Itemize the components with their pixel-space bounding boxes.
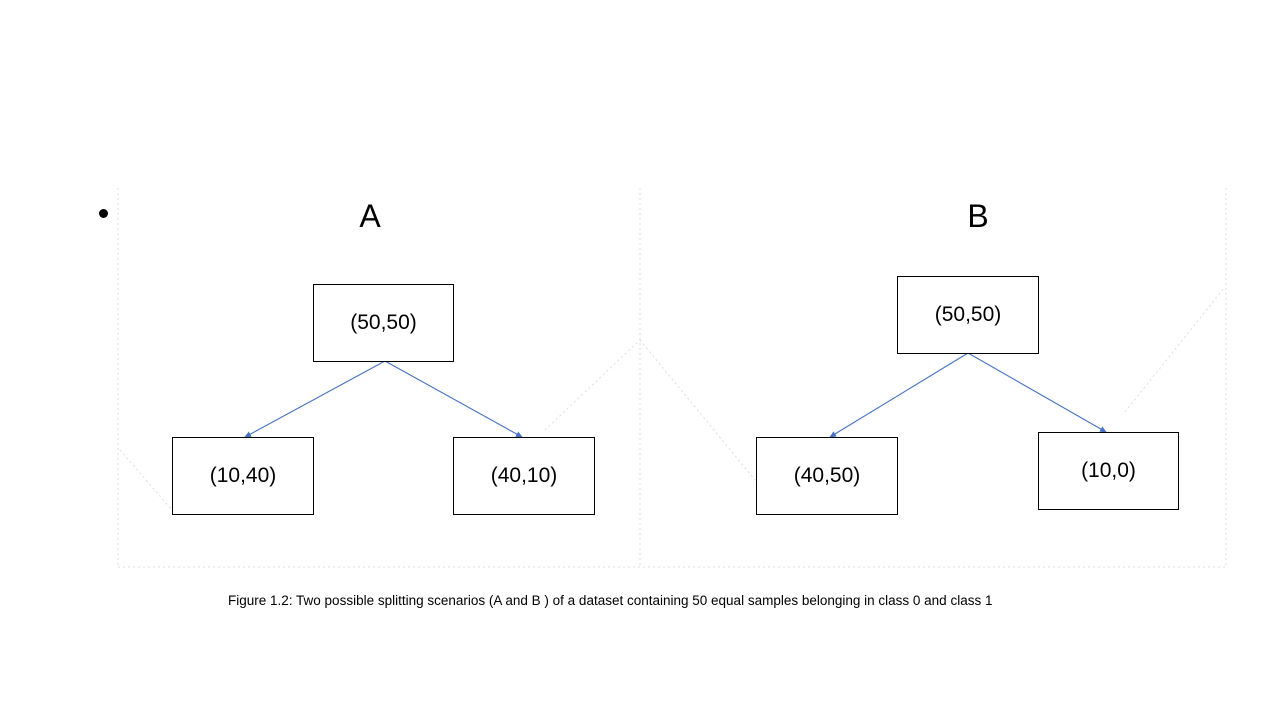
- panel-a-root-node: (50,50): [313, 284, 454, 362]
- edge-a-left: [244, 360, 386, 438]
- frame-guide-3: [639, 339, 756, 481]
- frame-guide-1: [119, 449, 173, 511]
- frame-guide-2: [544, 339, 641, 431]
- figure-caption: Figure 1.2: Two possible splitting scena…: [228, 593, 993, 608]
- panel-b-left-node: (40,50): [756, 437, 898, 515]
- edge-b-right: [967, 352, 1107, 433]
- panel-b-right-node: (10,0): [1038, 432, 1179, 510]
- panel-a-right-node: (40,10): [453, 437, 595, 515]
- frame-guide-4: [1124, 287, 1225, 413]
- bullet-dot: [99, 209, 108, 218]
- panel-b-title: B: [967, 198, 989, 234]
- edge-b-left: [829, 352, 969, 438]
- panel-a-left-node: (10,40): [172, 437, 314, 515]
- panel-a-title: A: [359, 198, 381, 234]
- edge-a-right: [384, 360, 523, 438]
- panel-b-root-node: (50,50): [897, 276, 1039, 354]
